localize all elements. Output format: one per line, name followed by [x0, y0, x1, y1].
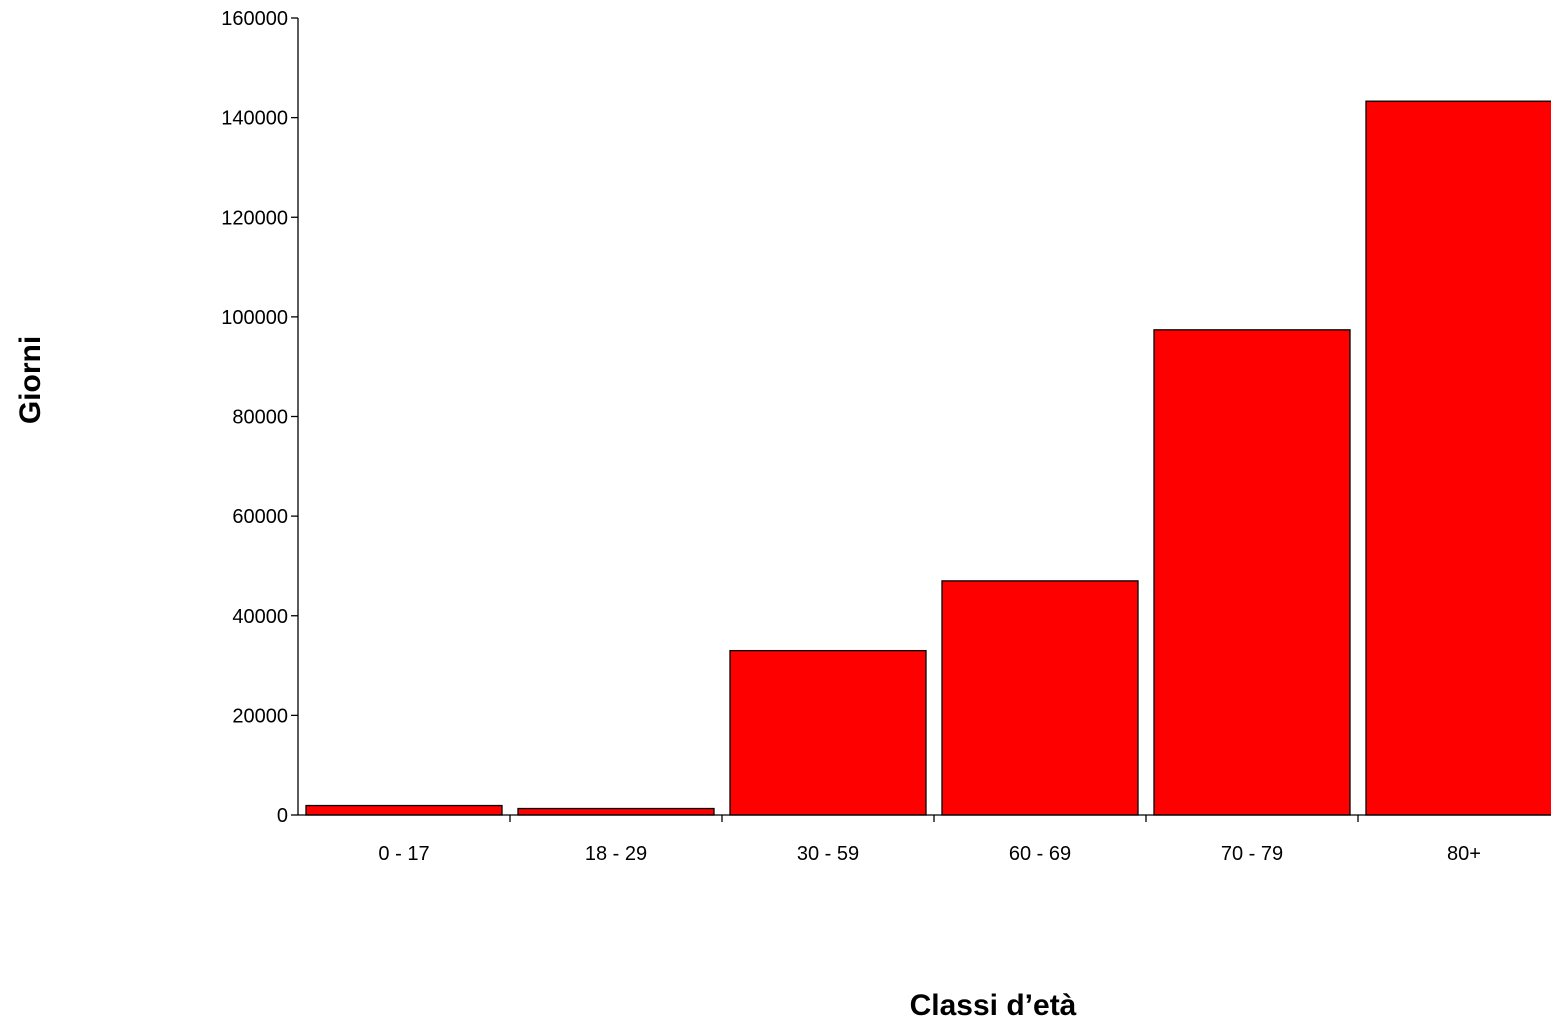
x-tick-label: 18 - 29 [585, 843, 647, 865]
y-tick-label: 40000 [232, 606, 288, 628]
y-tick-label: 140000 [221, 108, 288, 130]
x-tick-label: 0 - 17 [378, 843, 429, 865]
x-axis-title: Classi d’età [910, 989, 1077, 1022]
bar [1153, 329, 1351, 816]
bar [517, 807, 715, 816]
bar [1365, 100, 1551, 816]
y-tick-label: 160000 [221, 8, 288, 30]
bars-group [305, 100, 1551, 816]
y-tick-label: 120000 [221, 207, 288, 229]
x-tick-label: 70 - 79 [1221, 843, 1283, 865]
x-tick-label: 60 - 69 [1009, 843, 1071, 865]
y-ticks-group: 0 20000 40000 60000 80000 100000 120000 140000 1… [221, 8, 298, 827]
y-tick-label: 0 [277, 805, 288, 827]
y-tick-label: 80000 [232, 407, 288, 429]
y-tick-label: 20000 [232, 705, 288, 727]
x-tick-label: 80+ [1447, 843, 1481, 865]
y-axis-title: Giorni [14, 336, 47, 424]
bar [305, 804, 503, 816]
bar [941, 580, 1139, 816]
x-tick-label: 30 - 59 [797, 843, 859, 865]
x-ticks-group: 0 - 17 18 - 29 30 - 59 60 - 69 70 - 79 80+ [378, 815, 1481, 865]
y-tick-label: 60000 [232, 506, 288, 528]
bar [729, 649, 927, 816]
y-tick-label: 100000 [221, 307, 288, 329]
